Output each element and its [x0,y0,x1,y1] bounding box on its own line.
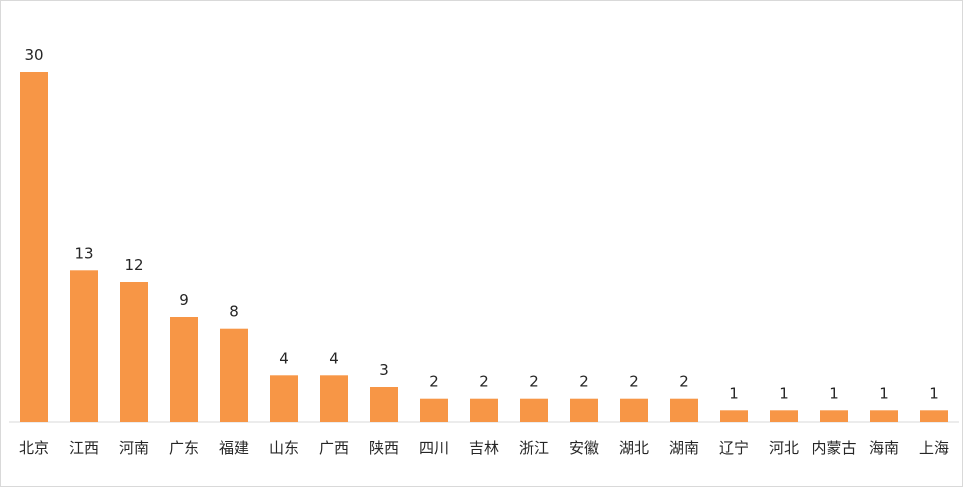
data-label-17: 1 [879,384,889,402]
bars-group [20,72,948,422]
data-label-3: 9 [179,291,189,309]
x-tick-labels-group: 北京 江西 河南 广东 福建 山东 广西 陕西 四川 吉林 浙江 安徽 湖北 湖南 辽宁 河北 内蒙古 海南 上海 [19,439,949,457]
data-label-15: 1 [779,384,789,402]
data-label-12: 2 [629,373,639,391]
bar-18 [920,410,948,422]
data-label-13: 2 [679,373,689,391]
data-label-18: 1 [929,384,939,402]
data-label-8: 2 [429,373,439,391]
bar-11 [570,398,598,422]
x-tick-label-5: 山东 [269,439,299,457]
bar-13 [670,398,698,422]
bar-12 [620,398,648,422]
x-tick-label-15: 河北 [769,439,799,457]
bar-6 [320,375,348,422]
bar-1 [70,270,98,422]
data-label-6: 4 [329,349,339,367]
data-label-10: 2 [529,373,539,391]
bar-0 [20,72,48,422]
bar-9 [470,398,498,422]
data-label-2: 12 [124,256,143,274]
bar-16 [820,410,848,422]
x-tick-label-3: 广东 [169,439,199,457]
bar-5 [270,375,298,422]
data-label-16: 1 [829,384,839,402]
x-tick-label-14: 辽宁 [719,439,749,457]
x-tick-label-6: 广西 [319,439,349,457]
data-label-11: 2 [579,373,589,391]
bar-3 [170,317,198,422]
x-tick-label-17: 海南 [869,439,899,457]
x-tick-label-16: 内蒙古 [811,439,856,457]
data-label-7: 3 [379,361,389,379]
data-label-5: 4 [279,349,289,367]
x-tick-label-13: 湖南 [669,439,699,457]
x-tick-label-1: 江西 [69,439,99,457]
bar-17 [870,410,898,422]
x-tick-label-2: 河南 [119,439,149,457]
x-tick-label-10: 浙江 [519,439,549,457]
data-labels-group: 30 13 12 9 8 4 4 3 2 2 2 2 2 2 1 1 1 1 1 [24,46,938,402]
data-label-4: 8 [229,303,239,321]
x-tick-label-11: 安徽 [569,439,599,457]
bar-2 [120,282,148,422]
x-tick-label-4: 福建 [219,439,249,457]
data-label-14: 1 [729,384,739,402]
x-tick-label-12: 湖北 [619,439,649,457]
data-label-1: 13 [74,244,93,262]
bar-7 [370,387,398,422]
x-tick-label-8: 四川 [419,439,449,457]
bar-4 [220,328,248,422]
data-label-9: 2 [479,373,489,391]
x-tick-label-9: 吉林 [469,439,499,457]
bar-10 [520,398,548,422]
x-tick-label-0: 北京 [19,439,49,457]
data-label-0: 30 [24,46,43,64]
x-tick-label-18: 上海 [919,439,949,457]
x-tick-label-7: 陕西 [369,439,399,457]
bar-15 [770,410,798,422]
bar-8 [420,398,448,422]
bar-14 [720,410,748,422]
